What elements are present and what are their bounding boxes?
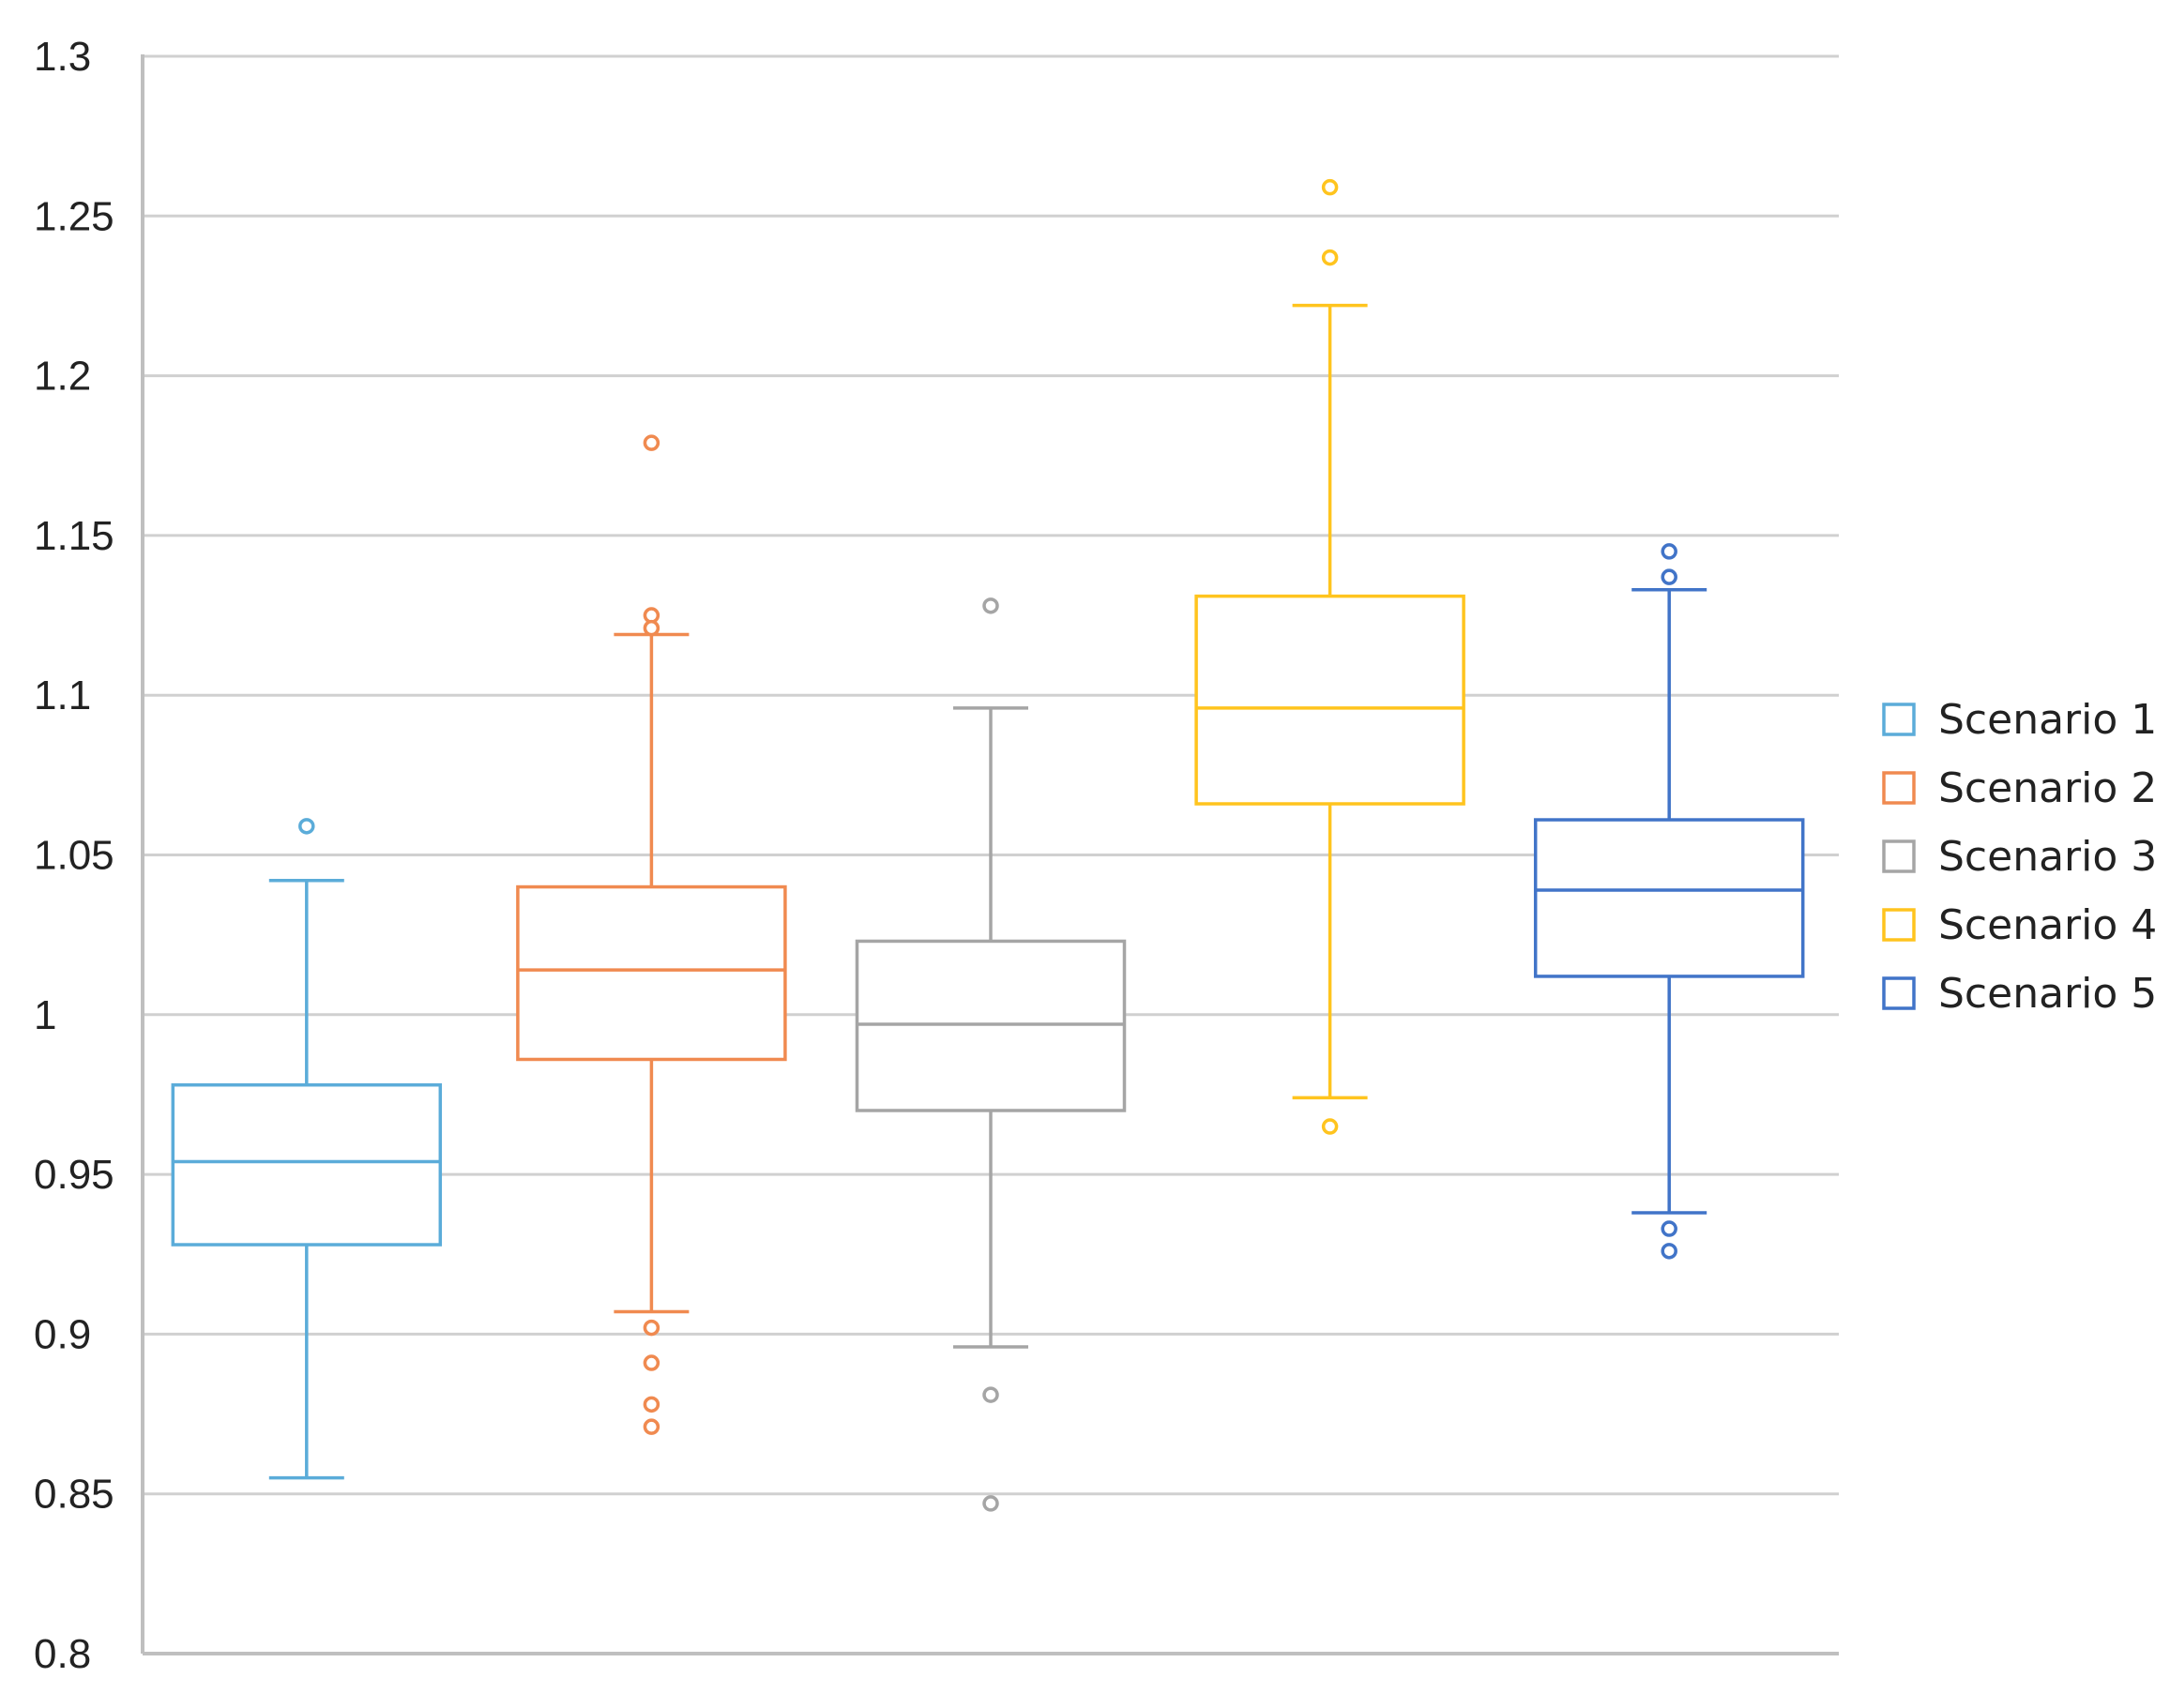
outlier-point — [1661, 543, 1677, 560]
box-series-1 — [171, 818, 443, 1480]
legend-swatch — [1882, 839, 1916, 873]
legend-label: Scenario 4 — [1938, 901, 2157, 949]
box-iqr — [171, 1082, 443, 1247]
axes — [141, 54, 1839, 1655]
y-tick-label: 1.2 — [34, 354, 91, 400]
legend-item: Scenario 2 — [1882, 764, 2157, 812]
legend-item: Scenario 1 — [1882, 696, 2157, 744]
box-iqr — [1533, 818, 1805, 978]
legend-swatch — [1882, 976, 1916, 1010]
outlier-point — [643, 1418, 660, 1435]
box-series-5 — [1533, 543, 1805, 1260]
legend-label: Scenario 3 — [1938, 833, 2157, 881]
y-tick-label: 0.9 — [34, 1311, 91, 1357]
outlier-point — [1321, 1118, 1339, 1135]
outlier-point — [643, 1396, 660, 1413]
legend-item: Scenario 3 — [1882, 833, 2157, 881]
legend: Scenario 1 Scenario 2 Scenario 3 Scenario 4… — [1882, 696, 2157, 1018]
legend-item: Scenario 4 — [1882, 901, 2157, 949]
legend-item: Scenario 5 — [1882, 970, 2157, 1018]
legend-label: Scenario 1 — [1938, 696, 2157, 744]
legend-label: Scenario 5 — [1938, 970, 2157, 1018]
outlier-point — [643, 1354, 660, 1371]
legend-swatch — [1882, 703, 1916, 736]
box-plot-series — [171, 178, 1805, 1512]
legend-swatch — [1882, 908, 1916, 942]
box-iqr — [1194, 594, 1465, 806]
box-series-3 — [855, 597, 1127, 1512]
outlier-point — [1321, 178, 1339, 196]
outlier-point — [982, 597, 999, 614]
y-tick-label: 1.25 — [34, 193, 114, 239]
outlier-point — [643, 434, 660, 451]
box-series-4 — [1194, 178, 1465, 1135]
outlier-point — [982, 1386, 999, 1403]
outlier-point — [298, 818, 315, 835]
legend-swatch — [1882, 771, 1916, 805]
legend-label: Scenario 2 — [1938, 764, 2157, 812]
outlier-point — [1661, 1220, 1677, 1237]
y-axis-tick-labels: 0.8 0.85 0.9 0.95 1 1.05 1.1 1.15 1.2 1.25 1.3 — [34, 34, 114, 1677]
outlier-point — [1661, 1243, 1677, 1260]
outlier-point — [1321, 249, 1339, 266]
box-series-2 — [516, 434, 787, 1435]
y-tick-label: 1.3 — [34, 34, 91, 80]
y-tick-label: 1.1 — [34, 673, 91, 718]
y-tick-label: 0.8 — [34, 1631, 91, 1677]
outlier-point — [643, 1319, 660, 1337]
box-iqr — [516, 884, 787, 1062]
y-tick-label: 1 — [34, 992, 56, 1038]
outlier-point — [982, 1495, 999, 1512]
y-tick-label: 1.15 — [34, 513, 114, 559]
outlier-point — [1661, 568, 1677, 585]
y-tick-label: 1.05 — [34, 833, 114, 879]
y-tick-label: 0.85 — [34, 1472, 114, 1518]
y-tick-label: 0.95 — [34, 1152, 114, 1198]
outlier-point — [643, 619, 660, 637]
